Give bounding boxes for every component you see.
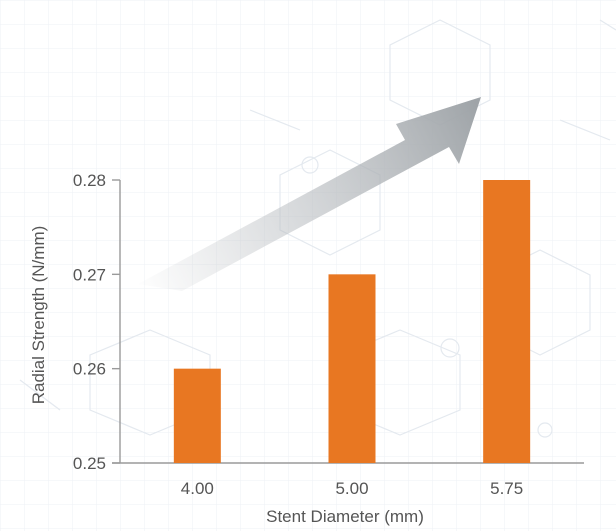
- bars: [173, 180, 531, 463]
- y-tick-label: 0.26: [73, 360, 106, 379]
- x-tick-label: 4.00: [181, 479, 214, 498]
- y-tick-labels: 0.25 0.26 0.27 0.28: [73, 171, 106, 473]
- x-axis-title: Stent Diameter (mm): [266, 507, 424, 526]
- y-axis-title: Radial Strength (N/mm): [29, 226, 48, 405]
- x-tick-label: 5.75: [490, 479, 523, 498]
- y-tick-label: 0.25: [73, 454, 106, 473]
- trend-arrow: [138, 97, 481, 291]
- x-tick-labels: 4.00 5.00 5.75: [181, 479, 523, 498]
- bar-5.00: [328, 274, 376, 463]
- bar-4.00: [173, 368, 221, 463]
- x-tick-label: 5.00: [335, 479, 368, 498]
- y-tick-label: 0.28: [73, 171, 106, 190]
- y-tick-label: 0.27: [73, 265, 106, 284]
- bar-5.75: [483, 180, 531, 463]
